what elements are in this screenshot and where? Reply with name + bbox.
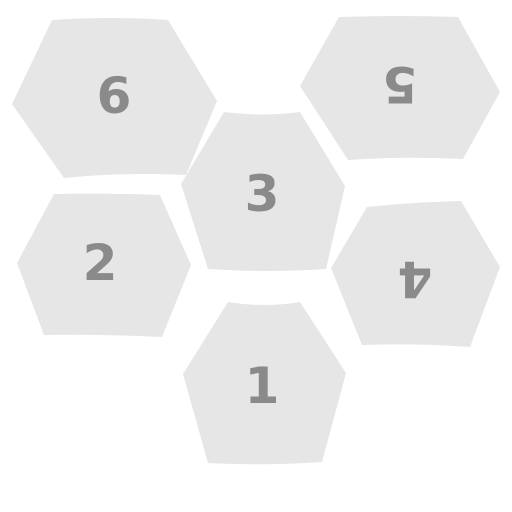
hex-tile-5-shape (300, 16, 500, 160)
hex-tile-6[interactable]: 6 (12, 18, 217, 178)
hex-tile-2[interactable]: 2 (17, 193, 191, 337)
hex-tile-4-shape (331, 201, 500, 347)
hex-tile-1-label: 1 (245, 357, 280, 415)
hex-tile-4-label: 4 (398, 250, 433, 308)
hex-tile-6-label: 6 (97, 67, 132, 125)
hex-tile-6-shape (12, 18, 217, 178)
hex-tile-3[interactable]: 3 (181, 112, 345, 271)
hex-tile-3-shape (181, 112, 345, 271)
hex-tile-1[interactable]: 1 (183, 302, 346, 465)
hex-tile-2-shape (17, 193, 191, 337)
hex-tile-5[interactable]: 5 (300, 16, 500, 160)
hex-tile-1-shape (183, 302, 346, 465)
hex-tile-2-label: 2 (83, 234, 118, 292)
hex-tile-5-label: 5 (383, 55, 418, 113)
hex-tile-3-label: 3 (245, 165, 280, 223)
hex-tile-4[interactable]: 4 (331, 201, 500, 347)
